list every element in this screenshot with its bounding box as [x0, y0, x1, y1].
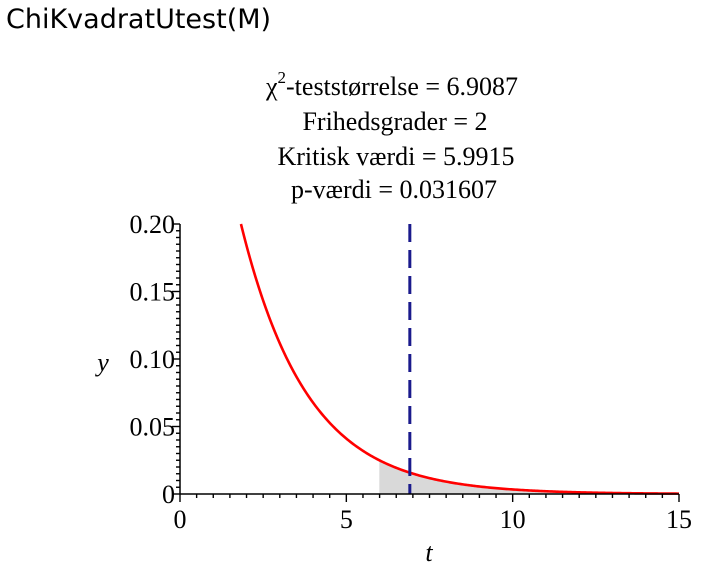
- x-axis-label: t: [425, 538, 433, 567]
- y-axis-label: y: [94, 348, 109, 377]
- x-tick-label: 10: [500, 505, 526, 534]
- y-tick-label: 0.15: [130, 278, 176, 307]
- y-tick-label: 0: [162, 480, 175, 509]
- title-critical-value: Kritisk værdi = 5.9915: [277, 142, 514, 171]
- x-tick-label: 15: [666, 505, 692, 534]
- y-tick-label: 0.20: [130, 210, 176, 239]
- axis-ticks: [172, 223, 680, 502]
- x-tick-label: 5: [340, 505, 353, 534]
- y-tick-label: 0.05: [130, 413, 176, 442]
- command-close-paren: ): [260, 4, 272, 35]
- rejection-region-shading: [379, 460, 679, 494]
- title-chi-symbol: χ: [265, 72, 278, 101]
- title-chi-exponent: 2: [278, 68, 287, 87]
- command-open-paren: (: [226, 4, 238, 35]
- title-degrees-of-freedom: Frihedsgrader = 2: [302, 107, 487, 136]
- command-name: ChiKvadratUtest: [6, 4, 227, 35]
- y-tick-label: 0.10: [130, 345, 176, 374]
- x-tick-label: 0: [174, 505, 187, 534]
- command-line: ChiKvadratUtest(M): [6, 4, 271, 35]
- command-argument: M: [237, 4, 261, 35]
- title-statistic: χ2-teststørrelse = 6.9087: [265, 68, 518, 101]
- density-curve: [239, 223, 680, 495]
- title-p-value: p-værdi = 0.031607: [291, 175, 497, 204]
- title-statistic-text: -teststørrelse = 6.9087: [286, 72, 518, 101]
- axis-tick-labels: 0 5 10 15 0 0.05 0.10 0.15 0.20: [130, 210, 693, 534]
